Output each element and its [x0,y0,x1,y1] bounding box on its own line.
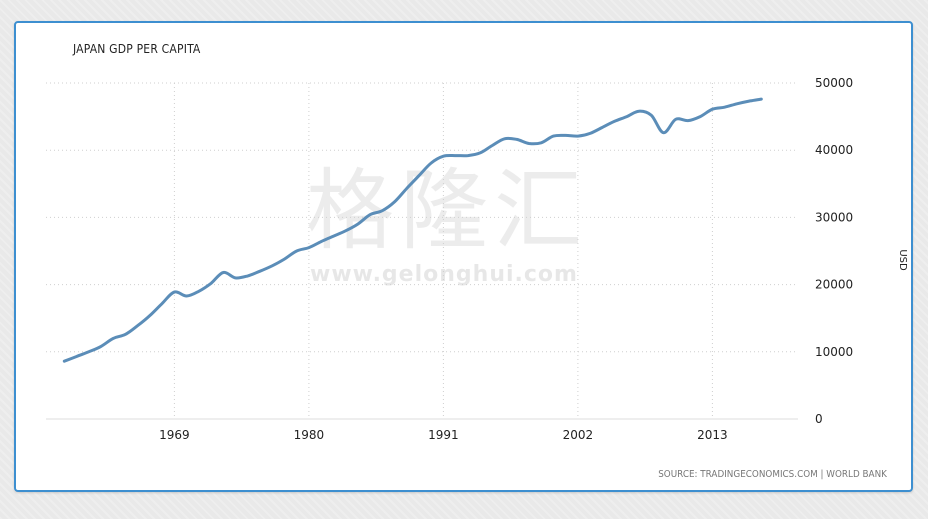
x-tick-label: 2013 [697,428,728,442]
grid [46,82,798,419]
y-tick-label: 50000 [815,76,853,90]
x-axis-ticks: 1969 1980 1991 2002 2013 [159,428,728,442]
y-tick-label: 40000 [815,143,853,157]
x-tick-label: 1980 [294,428,325,442]
y-tick-label: 10000 [815,345,853,359]
x-tick-label: 1991 [428,428,459,442]
chart-source: SOURCE: TRADINGECONOMICS.COM | WORLD BAN… [658,469,887,480]
y-axis-ticks: 0 10000 20000 30000 40000 50000 [815,76,853,426]
watermark-logo: 格隆汇 [306,159,589,262]
x-tick-label: 2002 [563,428,594,442]
chart-card [14,21,913,492]
chart-title: JAPAN GDP PER CAPITA [73,42,201,56]
y-tick-label: 30000 [815,210,853,224]
y-tick-label: 20000 [815,278,853,292]
y-tick-label: 0 [815,412,823,426]
x-tick-label: 1969 [159,428,190,442]
chart-text-overlay: JAPAN GDP PER CAPITA SOURCE: TRADINGECON… [14,21,913,492]
y-axis-label: USD [897,249,908,271]
series-line [62,97,763,363]
watermark-url: www.gelonghui.com [310,262,578,287]
